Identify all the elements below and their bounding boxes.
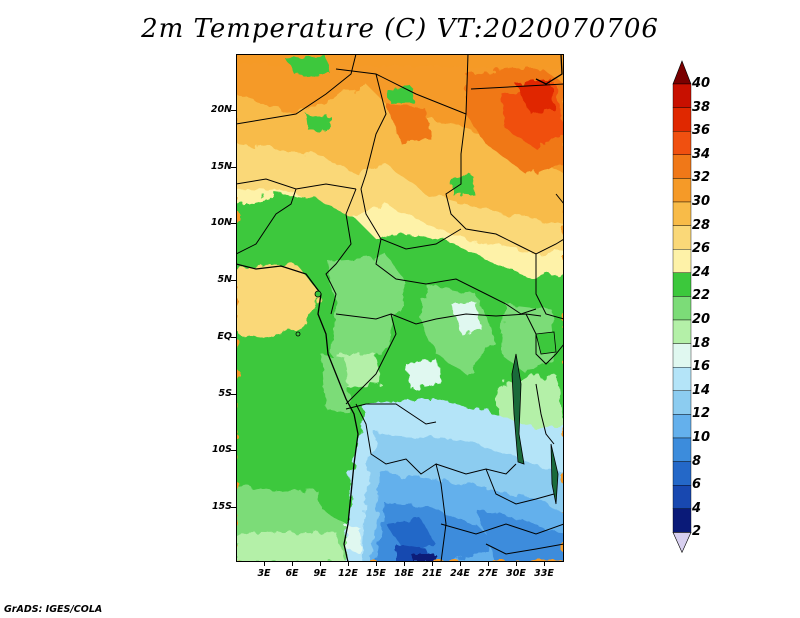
colorbar-label: 22 <box>692 288 711 304</box>
colorbar-segment <box>672 461 692 486</box>
colorbar-label: 26 <box>692 241 711 257</box>
lon-tick <box>404 562 405 566</box>
lon-tick <box>432 562 433 566</box>
lon-tick <box>516 562 517 566</box>
lat-label-15n: 15N <box>210 161 232 172</box>
colorbar-label: 20 <box>692 312 711 327</box>
lon-tick <box>460 562 461 566</box>
colorbar-segment <box>672 225 692 250</box>
lon-tick <box>348 562 349 566</box>
lat-tick <box>231 223 236 224</box>
colorbar-segment <box>672 390 692 415</box>
colorbar-label: 32 <box>692 170 711 186</box>
colorbar-segment <box>672 248 692 273</box>
lat-tick <box>231 280 236 281</box>
colorbar-label: 34 <box>692 146 711 162</box>
colorbar-label: 12 <box>692 406 711 422</box>
lat-label-15s: 15S <box>211 501 232 512</box>
lat-label-10s: 10S <box>211 444 232 455</box>
colorbar-label: 4 <box>692 500 702 516</box>
lon-label-27e: 27E <box>478 568 498 579</box>
colorbar-segment <box>672 437 692 462</box>
lon-tick <box>320 562 321 566</box>
colorbar-segment <box>672 201 692 226</box>
colorbar-segment <box>672 178 692 203</box>
lat-label-5s: 5S <box>218 388 232 399</box>
colorbar-label: 36 <box>692 123 711 139</box>
lat-tick <box>231 337 236 338</box>
colorbar <box>672 60 692 554</box>
lat-label-10n: 10N <box>210 217 232 228</box>
colorbar-label: 16 <box>692 359 711 375</box>
lon-tick <box>376 562 377 566</box>
colorbar-label: 10 <box>692 430 711 445</box>
lat-tick <box>231 394 236 395</box>
colorbar-segment <box>672 319 692 344</box>
colorbar-label: 38 <box>692 99 711 115</box>
colorbar-segment <box>672 343 692 368</box>
colorbar-segment <box>672 83 692 108</box>
colorbar-top-arrow <box>672 60 692 85</box>
colorbar-label: 2 <box>692 524 702 540</box>
colorbar-bottom-arrow <box>672 532 692 554</box>
lat-label-20n: 20N <box>210 104 232 115</box>
colorbar-segment <box>672 296 692 321</box>
colorbar-label: 24 <box>692 264 711 280</box>
lon-label-15e: 15E <box>366 568 386 579</box>
lat-tick <box>231 507 236 508</box>
lon-label-3e: 3E <box>257 568 271 579</box>
lon-label-33e: 33E <box>534 568 554 579</box>
colorbar-label: 6 <box>692 477 702 493</box>
temperature-field <box>236 54 564 562</box>
lon-tick <box>264 562 265 566</box>
colorbar-label: 28 <box>692 217 711 233</box>
colorbar-segment <box>672 367 692 392</box>
footer-credit: GrADS: IGES/COLA <box>4 604 103 615</box>
colorbar-segment <box>672 485 692 510</box>
colorbar-label: 8 <box>692 453 702 469</box>
lat-label-5n: 5N <box>217 274 232 285</box>
lon-label-9e: 9E <box>313 568 327 579</box>
lon-label-6e: 6E <box>285 568 299 579</box>
colorbar-label: 40 <box>692 76 711 91</box>
lon-tick <box>544 562 545 566</box>
lon-label-12e: 12E <box>338 568 358 579</box>
lat-tick <box>231 450 236 451</box>
lat-label-eq: EQ <box>217 331 232 342</box>
lon-label-30e: 30E <box>506 568 526 579</box>
colorbar-segment <box>672 414 692 439</box>
lon-label-18e: 18E <box>394 568 414 579</box>
map-title: 2m Temperature (C) VT:2020070706 <box>141 14 659 44</box>
colorbar-segment <box>672 508 692 533</box>
colorbar-segment <box>672 272 692 297</box>
lon-label-24e: 24E <box>450 568 470 579</box>
lon-label-21e: 21E <box>422 568 442 579</box>
colorbar-label: 14 <box>692 382 711 398</box>
temperature-map <box>236 54 564 562</box>
colorbar-label: 30 <box>692 194 711 209</box>
lat-tick <box>231 167 236 168</box>
colorbar-label: 18 <box>692 335 711 351</box>
lon-tick <box>292 562 293 566</box>
colorbar-segment <box>672 154 692 179</box>
colorbar-segment <box>672 107 692 132</box>
colorbar-segment <box>672 130 692 155</box>
lat-tick <box>231 110 236 111</box>
lon-tick <box>488 562 489 566</box>
